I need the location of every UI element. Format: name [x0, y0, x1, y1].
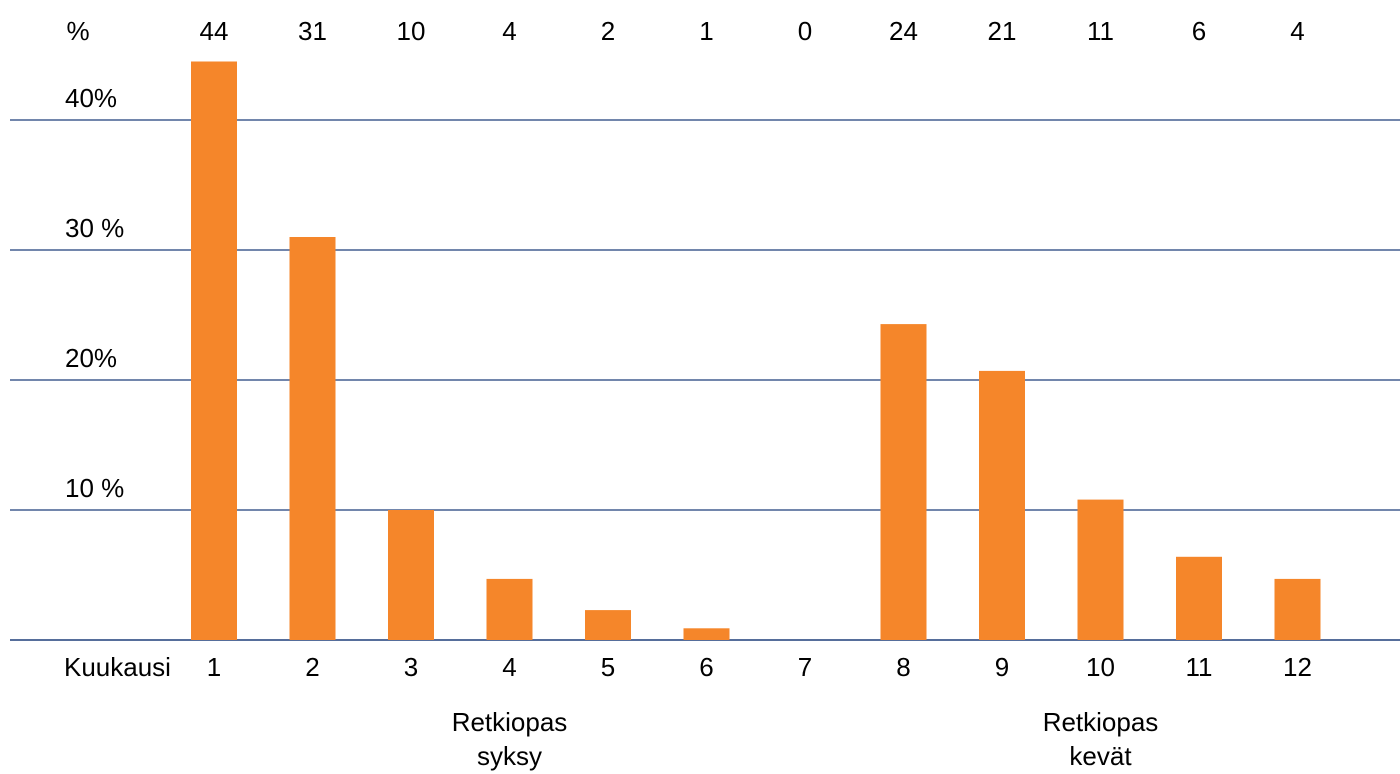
value-label-header: % [66, 16, 89, 46]
value-label: 1 [699, 16, 713, 46]
bar-1 [191, 61, 237, 640]
x-tick-label: 5 [601, 652, 615, 682]
group-labels: Retkiopas syksy Retkiopas kevät [452, 707, 1159, 771]
value-label: 0 [798, 16, 812, 46]
value-label: 10 [397, 16, 426, 46]
x-tick-label: 1 [207, 652, 221, 682]
value-labels: % 44 31 10 4 2 1 0 24 21 11 6 4 [66, 16, 1304, 46]
x-tick-label: 12 [1283, 652, 1312, 682]
y-tick-label: 40% [65, 83, 117, 113]
y-tick-labels: 10 % 20% 30 % 40% [65, 83, 124, 503]
y-tick-label: 10 % [65, 473, 124, 503]
bar-5 [585, 610, 631, 640]
value-label: 2 [601, 16, 615, 46]
value-label: 11 [1087, 16, 1114, 46]
value-label: 4 [502, 16, 516, 46]
y-tick-label: 20% [65, 343, 117, 373]
group-label-line1: Retkiopas [1043, 707, 1159, 737]
x-tick-label: 2 [305, 652, 319, 682]
x-tick-label: 8 [896, 652, 910, 682]
x-tick-label: 6 [699, 652, 713, 682]
value-label: 31 [298, 16, 327, 46]
bar-10 [1077, 499, 1124, 640]
x-tick-labels: Kuukausi 1 2 3 4 5 6 7 8 9 10 11 12 [64, 652, 1312, 682]
x-tick-label: 10 [1086, 652, 1115, 682]
bar-3 [388, 510, 434, 640]
bars [191, 61, 1321, 640]
bar-9 [979, 370, 1025, 640]
bar-11 [1176, 556, 1222, 640]
group-label-line1: Retkiopas [452, 707, 568, 737]
value-label: 6 [1192, 16, 1206, 46]
x-axis-prefix: Kuukausi [64, 652, 171, 682]
bar-8 [880, 324, 927, 640]
group-label-line2: kevät [1069, 741, 1132, 771]
bar-6 [683, 628, 730, 640]
group-label-line2: syksy [477, 741, 542, 771]
value-label: 44 [200, 16, 229, 46]
y-tick-label: 30 % [65, 213, 124, 243]
bar-12 [1274, 578, 1321, 640]
x-tick-label: 4 [502, 652, 516, 682]
value-label: 24 [889, 16, 918, 46]
value-label: 21 [988, 16, 1017, 46]
bar-4 [486, 578, 533, 640]
x-tick-label: 7 [798, 652, 812, 682]
x-tick-label: 3 [404, 652, 418, 682]
bar-2 [289, 237, 336, 640]
x-tick-label: 9 [995, 652, 1009, 682]
x-tick-label: 11 [1186, 652, 1213, 682]
value-label: 4 [1290, 16, 1304, 46]
